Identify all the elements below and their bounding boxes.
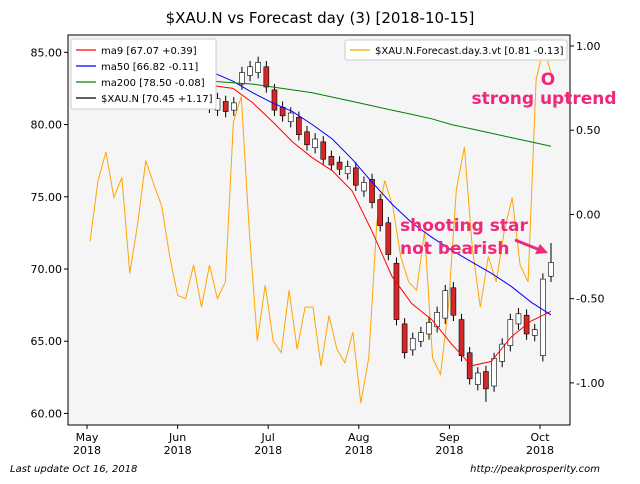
x-tick-label: 2018	[526, 444, 554, 457]
annotation-arrow	[514, 238, 541, 252]
candle-body	[312, 138, 318, 148]
candle-body	[263, 66, 270, 88]
candle-body	[377, 199, 384, 226]
y2-tick-label: 0.50	[576, 124, 601, 137]
y-tick-label: 60.00	[31, 407, 63, 420]
x-tick-label: Oct	[530, 431, 550, 444]
candle-body	[271, 89, 278, 111]
candle-body	[499, 343, 506, 362]
candle-body	[344, 166, 351, 174]
candle-body	[328, 156, 335, 166]
candle-body	[320, 141, 327, 160]
candle-body	[352, 167, 359, 186]
series-line	[212, 72, 552, 316]
candle-body	[239, 72, 245, 85]
y-tick-label: 70.00	[31, 263, 63, 276]
y2-tick-label: 0.00	[576, 208, 601, 221]
candle-body	[409, 338, 416, 351]
legend-label: ma50 [66.82 -0.11]	[101, 62, 198, 73]
y-tick-label: 85.00	[31, 46, 63, 59]
candle-body	[255, 62, 261, 73]
candle-body	[531, 329, 538, 336]
plot-border	[67, 34, 571, 426]
x-tick-label: Jul	[261, 431, 275, 444]
series-line	[89, 45, 553, 404]
annotation: strong uptrend	[471, 89, 616, 109]
candle-body	[483, 371, 489, 390]
legend-box	[70, 38, 217, 110]
series-line	[212, 80, 552, 147]
x-tick-label: 2018	[164, 444, 192, 457]
legend: ma9 [67.07 +0.39] ma50 [66.82 -0.11] ma200…	[70, 38, 217, 110]
candle-body	[474, 372, 481, 385]
candle-body	[385, 222, 392, 255]
candle-body	[296, 117, 302, 135]
x-tick-label: 2018	[73, 444, 101, 457]
y-tick-label: 75.00	[31, 191, 63, 204]
candle-body	[450, 287, 457, 316]
x-tick-label: Aug	[348, 431, 369, 444]
legend-label: ma200 [78.50 -0.08]	[101, 78, 205, 89]
chart-title: $XAU.N vs Forecast day (3) [2018-10-15]	[166, 9, 475, 27]
candle-body	[507, 319, 514, 346]
annotation: O	[541, 70, 555, 90]
candle-body	[426, 322, 432, 335]
candle-body	[442, 290, 449, 319]
legend-box	[344, 39, 568, 61]
candle-body	[491, 358, 497, 387]
legend: $XAU.N.Forecast.day.3.vt [0.81 -0.13]	[344, 39, 568, 61]
annotation: shooting star	[400, 216, 528, 236]
series-line	[212, 85, 552, 367]
candle-body	[458, 319, 465, 356]
annotation: not bearish	[400, 239, 509, 259]
annotation-arrowhead	[535, 244, 548, 254]
candle-body	[369, 179, 375, 203]
candle-body	[247, 66, 253, 76]
footer-right: http://peakprosperity.com	[470, 464, 600, 475]
candle-body	[287, 112, 294, 122]
candle-body	[304, 131, 310, 146]
candle-body	[418, 332, 424, 342]
x-tick-label: Jun	[168, 431, 186, 444]
candle-body	[361, 182, 367, 192]
candle-body	[336, 161, 343, 170]
candle-body	[393, 262, 400, 320]
candle-body	[515, 313, 522, 325]
x-tick-label: May	[76, 431, 99, 444]
y-tick-label: 80.00	[31, 119, 63, 132]
y-tick-label: 65.00	[31, 335, 63, 348]
y2-tick-label: -0.50	[576, 293, 604, 306]
footer-left: Last update Oct 16, 2018	[10, 464, 137, 475]
candle-body	[222, 101, 229, 112]
x-tick-label: 2018	[254, 444, 282, 457]
x-tick-label: 2018	[435, 444, 463, 457]
candle-body	[540, 278, 546, 356]
candle-body	[548, 262, 554, 277]
candle-body	[401, 323, 408, 354]
candle-body	[231, 102, 237, 111]
legend-label: ma9 [67.07 +0.39]	[101, 46, 197, 57]
x-tick-label: 2018	[345, 444, 373, 457]
legend-label: $XAU.N [70.45 +1.17]	[101, 94, 213, 105]
x-tick-label: Sep	[439, 431, 460, 444]
legend-label: $XAU.N.Forecast.day.3.vt [0.81 -0.13]	[375, 46, 564, 57]
y2-tick-label: -1.00	[576, 377, 604, 390]
y2-tick-label: 1.00	[576, 40, 601, 53]
